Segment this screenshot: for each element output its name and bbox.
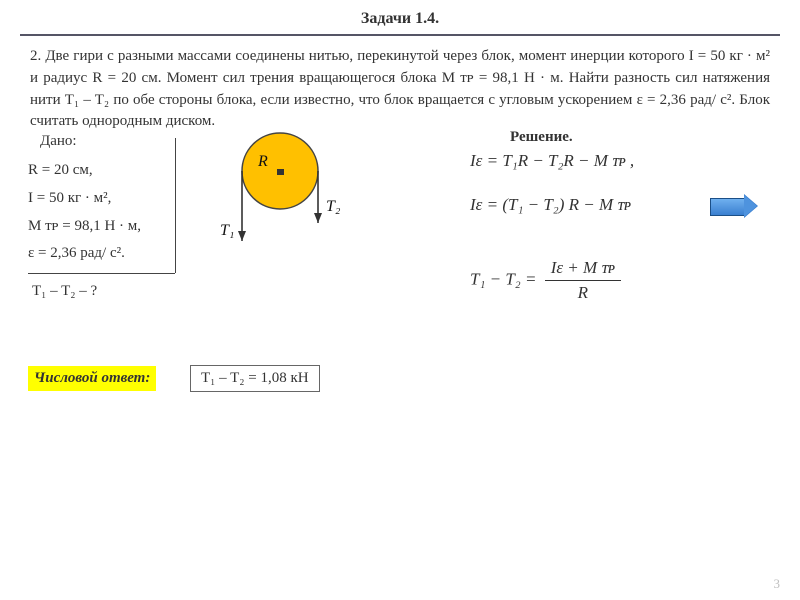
given-line-4: ε = 2,36 рад/ с². [28,240,188,268]
rope-right-arrow [314,213,322,223]
equation-3: T₁ − T₂ = Iε + M ᴛᴘ R [470,258,625,303]
answer-label: Числовой ответ: [28,366,156,391]
label-R: R [257,153,268,170]
given-vertical-divider [175,138,176,273]
given-line-3: M ᴛᴘ = 98,1 Н · м, [28,213,188,241]
content-area: Дано: R = 20 см, I = 50 кг · м², M ᴛᴘ = … [0,133,800,473]
equation-1: Iε = T₁R − T₂R − M ᴛᴘ , [470,151,634,171]
equation-3-numerator: Iε + M ᴛᴘ [545,258,621,281]
equation-2: Iε = (T₁ − T₂) R − M ᴛᴘ [470,195,631,215]
given-line-2: I = 50 кг · м², [28,185,188,213]
page-title: Задачи 1.4. [0,0,800,34]
label-T1: T₁ [220,222,234,239]
rope-left-arrow [238,231,246,241]
equation-3-denominator: R [545,281,621,303]
given-horizontal-divider [28,273,175,274]
answer-box: T₁ – T₂ = 1,08 кН [190,365,320,392]
solution-label: Решение. [510,129,573,146]
problem-text: 2. Две гири с разными массами соединены … [0,36,800,133]
equation-3-left: T₁ − T₂ = [470,269,541,288]
label-T2: T₂ [326,198,341,215]
pulley-axis [277,169,284,175]
equation-3-fraction: Iε + M ᴛᴘ R [545,258,621,303]
given-label: Дано: [40,133,77,150]
arrow-icon [710,195,756,217]
page-number: 3 [774,576,781,592]
pulley-diagram: R T₁ T₂ [200,123,370,293]
given-line-1: R = 20 см, [28,157,188,185]
find-text: T₁ – T₂ – ? [32,283,97,300]
given-block: R = 20 см, I = 50 кг · м², M ᴛᴘ = 98,1 Н… [28,157,188,268]
